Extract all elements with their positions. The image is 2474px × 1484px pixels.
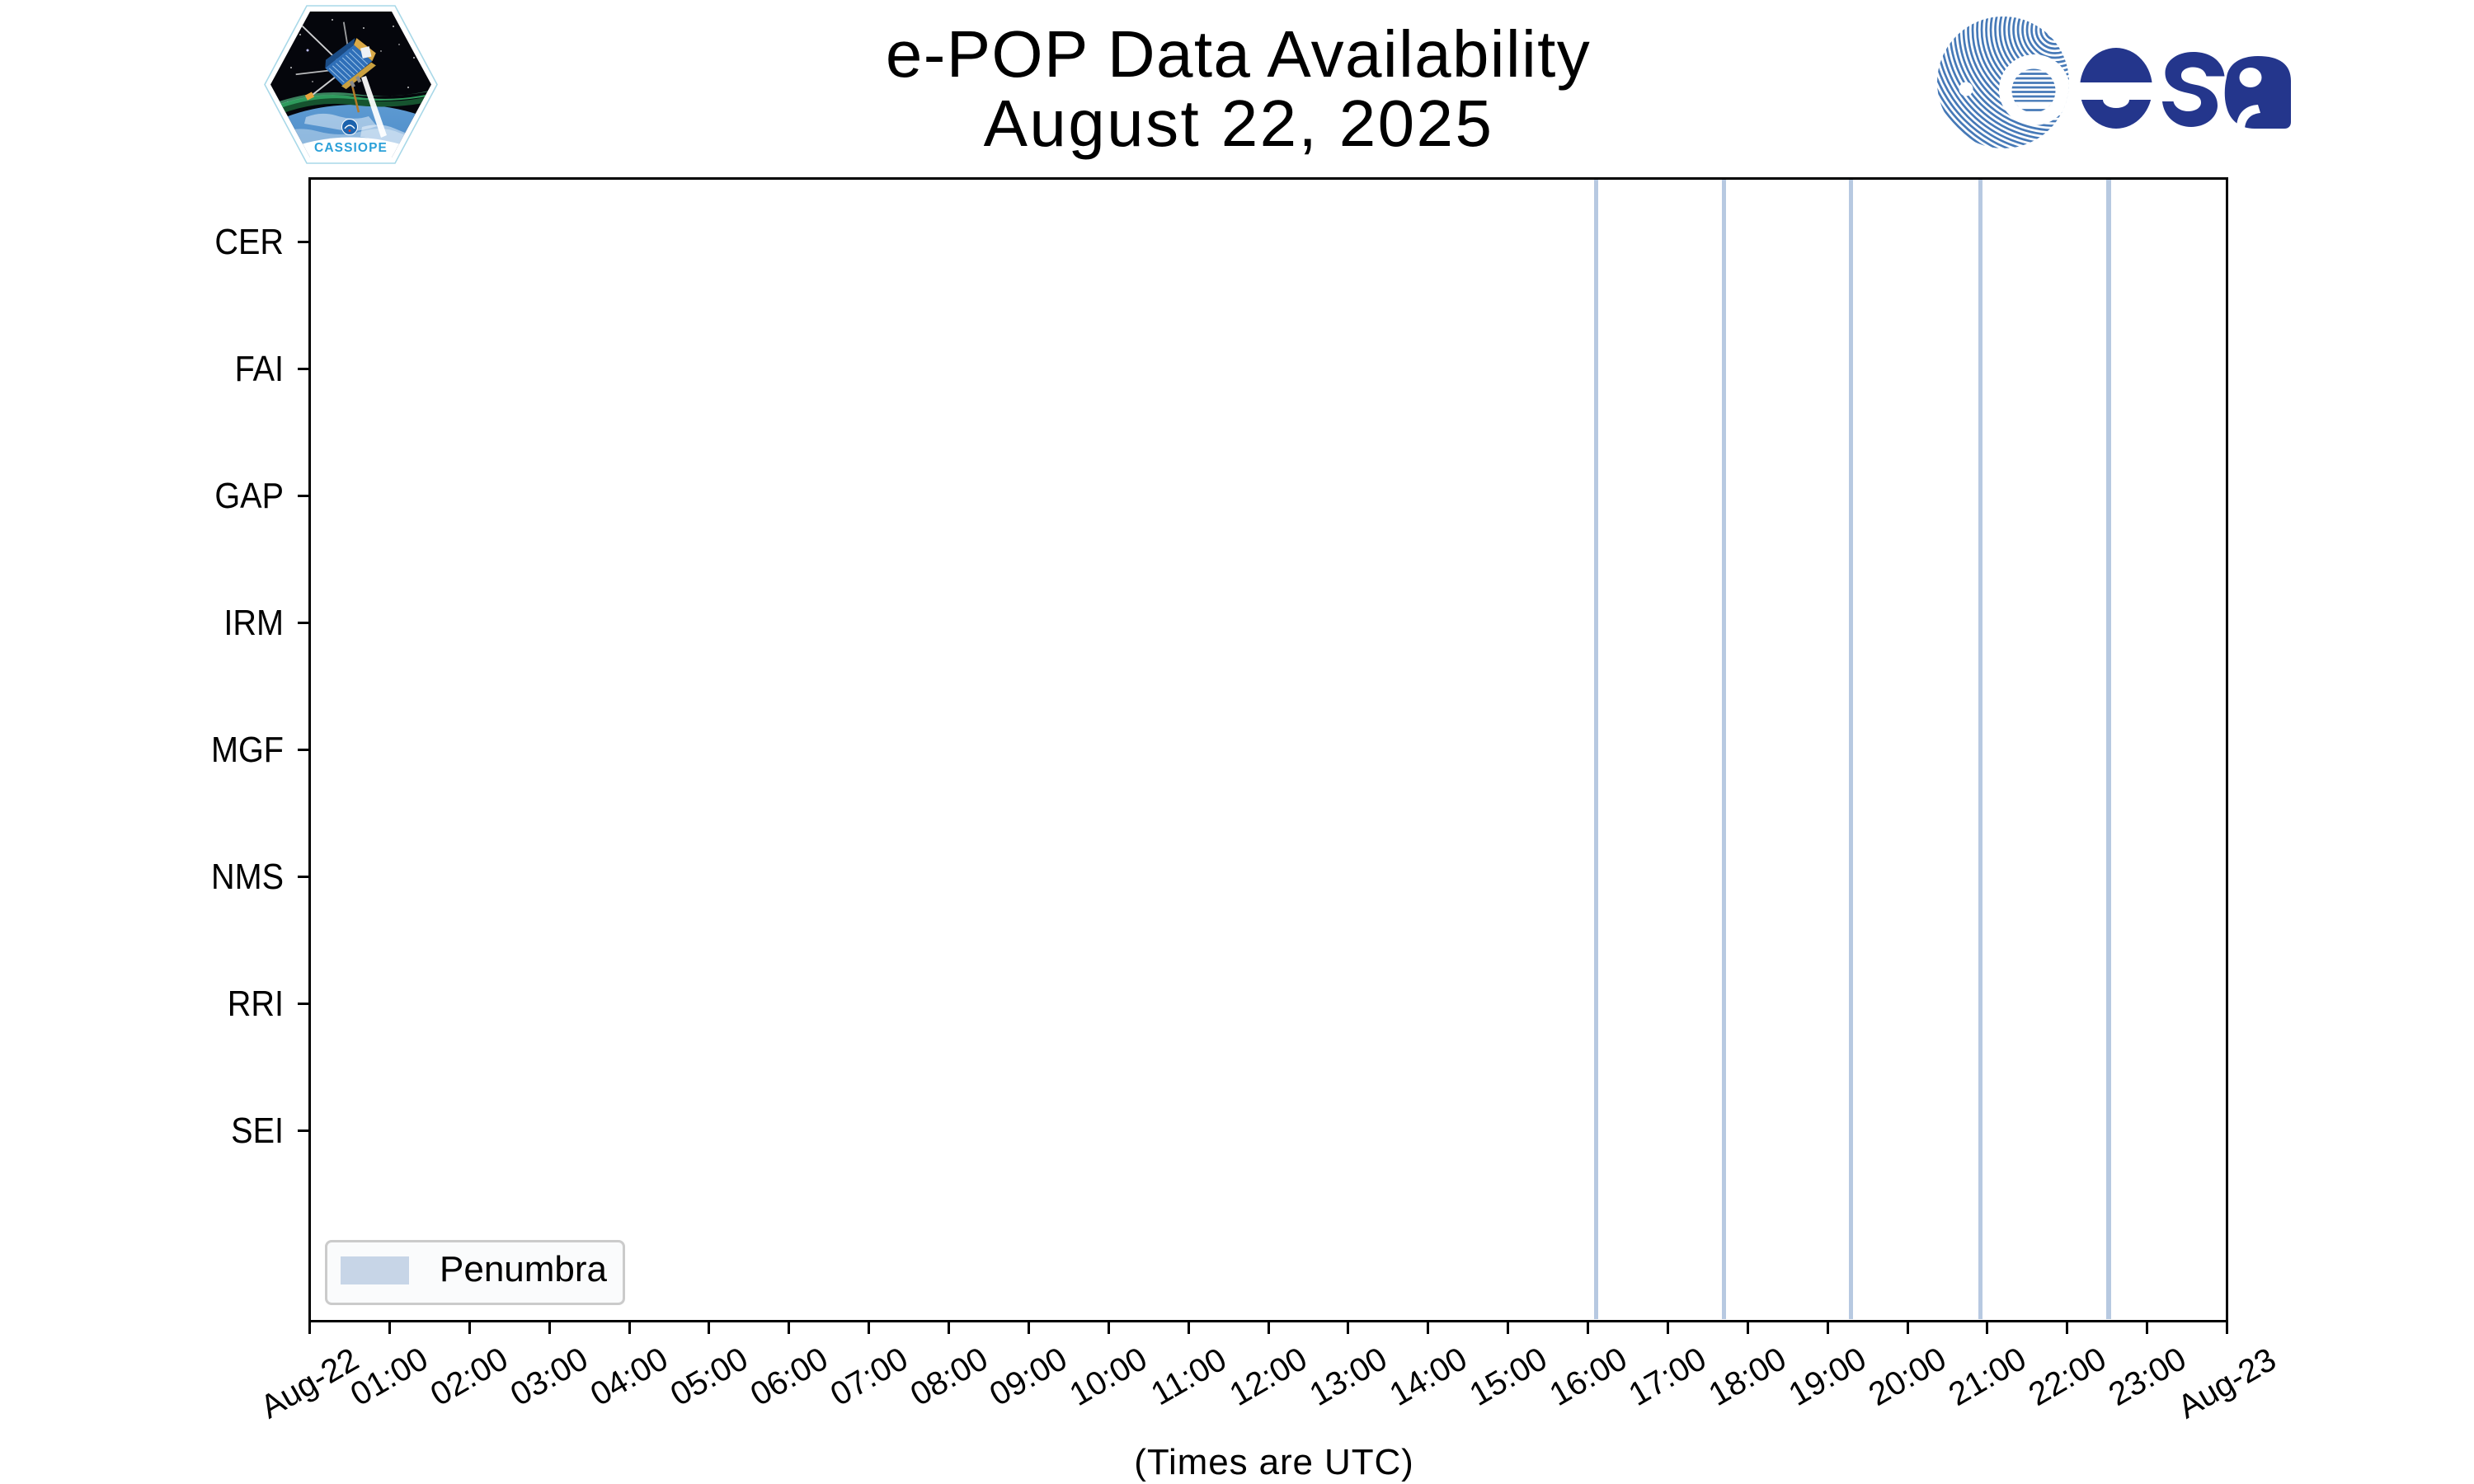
svg-text:CASSIOPE: CASSIOPE	[314, 141, 388, 155]
